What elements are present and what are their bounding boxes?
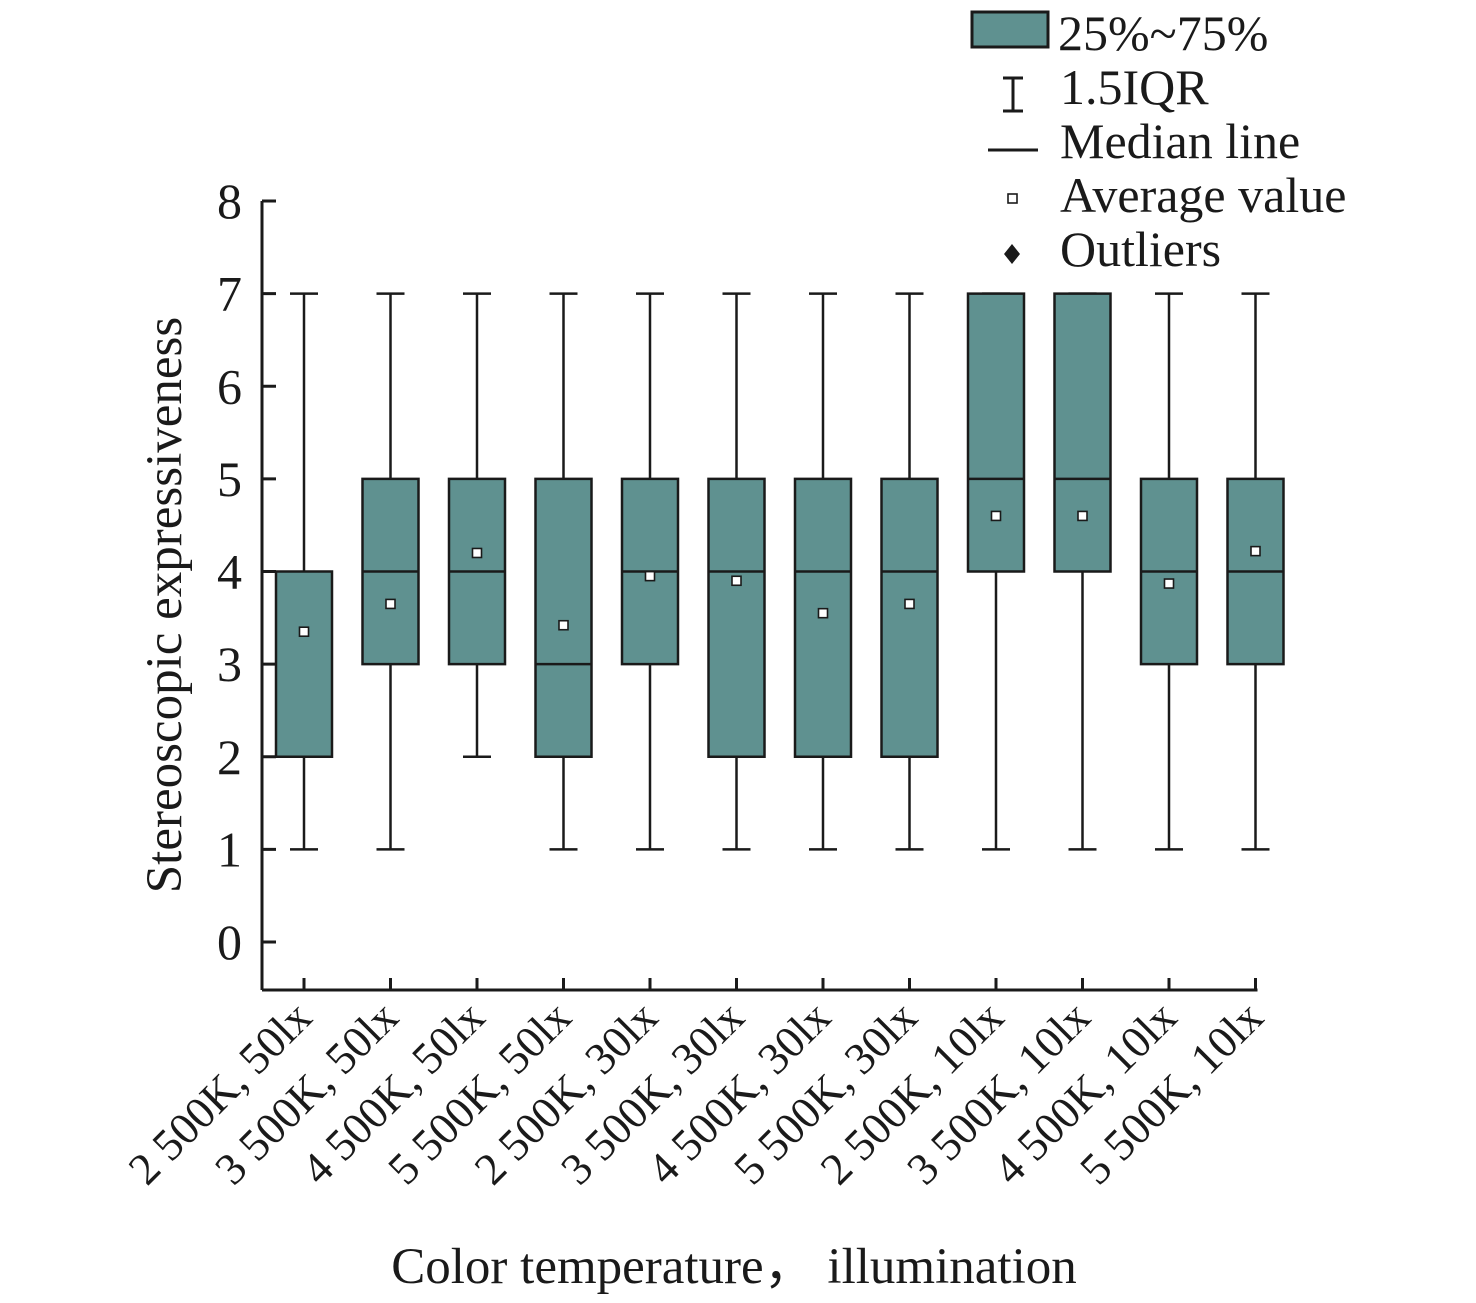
mean-marker [990,510,1002,522]
legend-label-whisker: 1.5IQR [1060,59,1209,115]
mean-marker [644,570,656,582]
y-axis-title: Stereoscopic expressiveness [137,317,193,893]
box-series [274,292,1285,851]
legend-label-box: 25%~75% [1058,5,1268,61]
mean-marker [1077,510,1088,522]
box-iqr [1053,292,1112,573]
x-axis-title: Color temperature， illumination [391,1239,1077,1295]
y-tick-label: 3 [217,636,242,692]
y-tick-label: 5 [217,451,242,507]
box-item [1226,292,1285,851]
y-tick-label: 8 [217,173,242,229]
y-tick-label: 2 [217,729,242,785]
box-item [1053,292,1112,851]
y-tick-label: 6 [217,358,242,414]
legend-label-median: Median line [1060,113,1300,169]
mean-marker [1163,578,1175,589]
mean-marker [817,607,829,619]
y-tick-label: 7 [217,266,242,322]
box-iqr [274,570,334,758]
mean-marker [1250,545,1261,557]
box-item [793,292,853,851]
legend-label-outlier: Outliers [1060,221,1221,277]
box-item [707,292,766,851]
box-iqr [534,477,593,758]
box-item [966,292,1026,851]
box-iqr [880,477,939,758]
legend-whisker-symbol [1003,76,1023,113]
legend-label-mean: Average value [1060,167,1346,223]
x-axis [262,978,1258,992]
box-item [1139,292,1199,851]
y-tick-label: 0 [217,914,242,970]
box-item [447,292,507,758]
box-item [880,292,939,851]
mean-marker [385,598,396,610]
mean-marker [558,619,569,631]
y-tick-label: 4 [217,544,242,600]
y-tick-label: 1 [217,821,242,877]
legend: 25%~75% 1.5IQR Median line Average value… [970,5,1346,277]
mean-marker [298,626,310,638]
box-item [361,292,420,851]
legend-mean-symbol [1007,193,1018,204]
box-iqr [707,477,766,758]
box-iqr [966,292,1026,573]
legend-outlier-symbol [1004,244,1020,264]
box-item [534,292,593,851]
y-axis: 0 1 2 3 4 5 6 7 8 [217,173,276,990]
box-item [620,292,680,851]
box-item [274,292,334,851]
mean-marker [731,575,742,587]
mean-marker [904,598,915,610]
legend-box-swatch [970,10,1050,49]
mean-marker [471,547,483,559]
